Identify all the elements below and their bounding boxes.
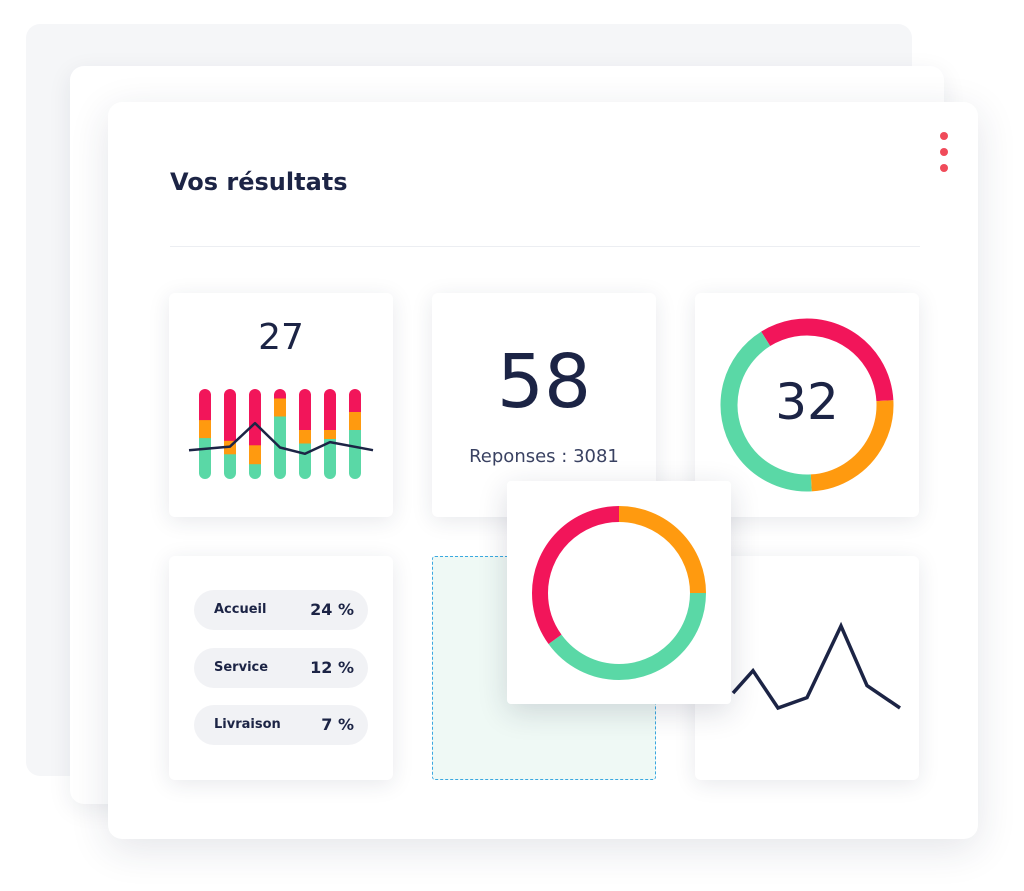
bar-segment bbox=[274, 389, 286, 399]
category-label: Accueil bbox=[214, 602, 267, 617]
bar-segment bbox=[324, 429, 336, 439]
bar-segment bbox=[274, 398, 286, 417]
responses-score: 58 bbox=[496, 339, 592, 425]
responses-count: Reponses : 3081 bbox=[469, 446, 619, 467]
bar-segment bbox=[349, 429, 361, 479]
bar-column bbox=[199, 389, 211, 479]
donut-slice bbox=[720, 318, 894, 492]
donut-chart bbox=[720, 318, 894, 492]
category-value: 12 % bbox=[310, 658, 354, 677]
bar-segment bbox=[349, 411, 361, 430]
category-label: Livraison bbox=[214, 717, 281, 732]
bar-column bbox=[324, 389, 336, 479]
bar-column bbox=[274, 389, 286, 479]
donut-value: 32 bbox=[775, 373, 839, 431]
bar-segment bbox=[299, 443, 311, 479]
donut-slice bbox=[720, 318, 894, 492]
responses-tile[interactable]: 58 Reponses : 3081 bbox=[432, 293, 656, 517]
title-divider bbox=[170, 246, 920, 247]
bar-column bbox=[349, 389, 361, 479]
trend-line bbox=[188, 421, 374, 456]
category-label: Service bbox=[214, 660, 269, 675]
donut-slice bbox=[532, 506, 706, 680]
bar-tile-value: 27 bbox=[258, 317, 304, 358]
bar-column bbox=[249, 389, 261, 479]
bar-segment bbox=[249, 389, 261, 446]
floating-donut-chart bbox=[532, 506, 706, 680]
category-pill-accueil[interactable]: Accueil 24 % bbox=[194, 590, 368, 630]
donut-tile[interactable]: 32 bbox=[695, 293, 919, 517]
dragged-donut-card[interactable] bbox=[507, 481, 731, 704]
bar-segment bbox=[199, 389, 211, 421]
bar-segment bbox=[324, 389, 336, 430]
bar-segment bbox=[249, 463, 261, 479]
donut-slice bbox=[532, 506, 706, 680]
bar-segment bbox=[324, 438, 336, 479]
bar-column bbox=[224, 389, 236, 479]
bar-segment bbox=[224, 453, 236, 479]
more-vertical-icon[interactable] bbox=[937, 130, 951, 176]
stacked-bar-chart bbox=[188, 389, 374, 479]
category-value: 7 % bbox=[321, 715, 354, 734]
line-chart-tile[interactable] bbox=[695, 556, 919, 780]
line-chart bbox=[731, 621, 901, 711]
bar-segment bbox=[349, 389, 361, 412]
bar-column bbox=[299, 389, 311, 479]
categories-tile: Accueil 24 % Service 12 % Livraison 7 % bbox=[169, 556, 393, 780]
category-value: 24 % bbox=[310, 600, 354, 619]
bar-segment bbox=[199, 419, 211, 439]
category-pill-service[interactable]: Service 12 % bbox=[194, 648, 368, 688]
bar-segment bbox=[224, 389, 236, 441]
line-series bbox=[731, 621, 901, 711]
bar-segment bbox=[299, 389, 311, 430]
bar-segment bbox=[249, 444, 261, 465]
bar-segment bbox=[299, 429, 311, 444]
bar-segment bbox=[199, 437, 211, 479]
page-title: Vos résultats bbox=[170, 168, 348, 196]
category-pill-livraison[interactable]: Livraison 7 % bbox=[194, 705, 368, 745]
bar-chart-tile[interactable]: 27 bbox=[169, 293, 393, 517]
